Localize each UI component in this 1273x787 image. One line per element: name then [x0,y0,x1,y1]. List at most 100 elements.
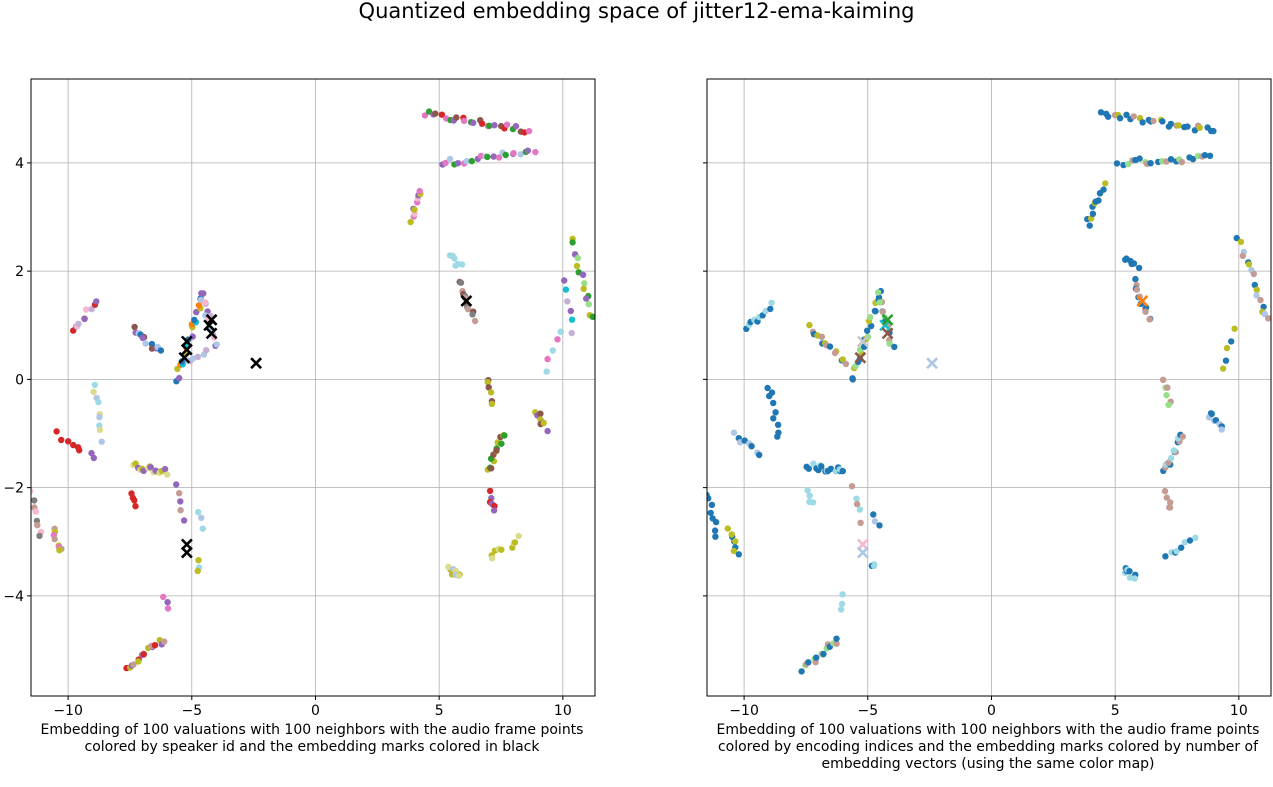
data-point [31,497,38,504]
y-tick-label: −2 [3,481,24,497]
data-point [490,153,497,160]
data-point [1136,155,1143,162]
data-point [1233,234,1240,242]
data-point [1132,275,1139,283]
data-point [203,347,210,354]
data-point [458,261,466,268]
data-point [833,640,840,647]
data-point [1167,499,1174,506]
data-point [871,518,879,525]
data-point [728,531,735,538]
data-point [1164,384,1171,391]
data-point [806,492,813,499]
data-point [457,279,465,286]
data-point [838,600,846,608]
data-point [818,463,825,470]
left-scatter-panel: −10 −5 0 5 10 −4 −2 0 2 4 [3,78,596,719]
data-point [874,289,882,296]
y-tick-label: 4 [15,156,24,172]
data-point [470,119,477,127]
data-point [1257,296,1264,304]
data-point [148,345,156,352]
data-point [489,555,496,562]
data-point [826,343,834,350]
data-point [853,495,860,502]
data-point [453,114,460,121]
data-point [486,487,494,495]
axes-frame [706,78,1272,697]
data-point [1135,264,1143,272]
data-point [544,355,551,363]
data-point [876,522,883,529]
data-point [827,465,835,472]
data-point [1175,122,1182,129]
data-point [1089,210,1097,217]
data-point [857,519,864,526]
data-point [770,399,777,407]
embedding-mark [856,546,869,559]
data-point [1189,155,1197,163]
data-point [173,481,180,488]
x-tick-label: −5 [857,703,878,719]
data-point [455,572,462,579]
data-point [1261,310,1268,318]
embedding-mark [178,351,191,364]
data-point [176,374,183,382]
data-point [515,532,522,540]
data-point [56,547,63,554]
data-point [164,471,171,478]
data-point [1126,568,1133,575]
data-point [1133,286,1141,293]
data-point [36,532,43,540]
data-point [1223,344,1231,352]
data-point [1253,286,1261,293]
data-point [581,280,588,287]
data-point [1210,127,1217,135]
data-point [180,517,188,524]
data-point [486,122,493,129]
data-point [502,151,509,159]
data-point [471,317,479,325]
data-point [88,305,95,313]
embedding-mark [1136,294,1149,307]
data-point [445,563,452,570]
embedding-mark [926,357,939,370]
data-point [195,557,202,564]
data-point [177,507,184,514]
data-point [562,286,570,293]
left-panel-caption: Embedding of 100 valuations with 100 nei… [40,722,584,755]
data-point [1086,222,1093,229]
x-tick-label: 5 [1111,703,1120,719]
data-point [772,409,779,416]
data-point [809,499,817,506]
data-point [764,384,771,392]
data-point [478,120,486,127]
data-point [1170,447,1178,454]
embedding-mark [881,313,894,326]
data-point [193,308,200,316]
data-point [1184,123,1191,130]
data-point [1150,117,1157,125]
data-point [848,483,856,490]
data-point [870,511,877,518]
data-point [839,467,846,475]
data-point [724,525,731,532]
data-point [195,302,203,309]
data-point [76,447,83,454]
data-point [88,449,95,457]
data-point [139,334,146,342]
data-point [503,121,511,128]
data-point [96,414,103,421]
data-point [537,410,544,417]
data-point [766,392,773,400]
data-point [484,153,491,161]
data-point [1163,392,1170,399]
data-point [53,428,60,435]
data-point [1253,292,1260,299]
data-point [804,487,811,494]
data-point [491,122,498,129]
data-point [712,518,720,526]
data-point [421,112,429,119]
data-point [1095,197,1102,204]
data-point [511,539,519,546]
